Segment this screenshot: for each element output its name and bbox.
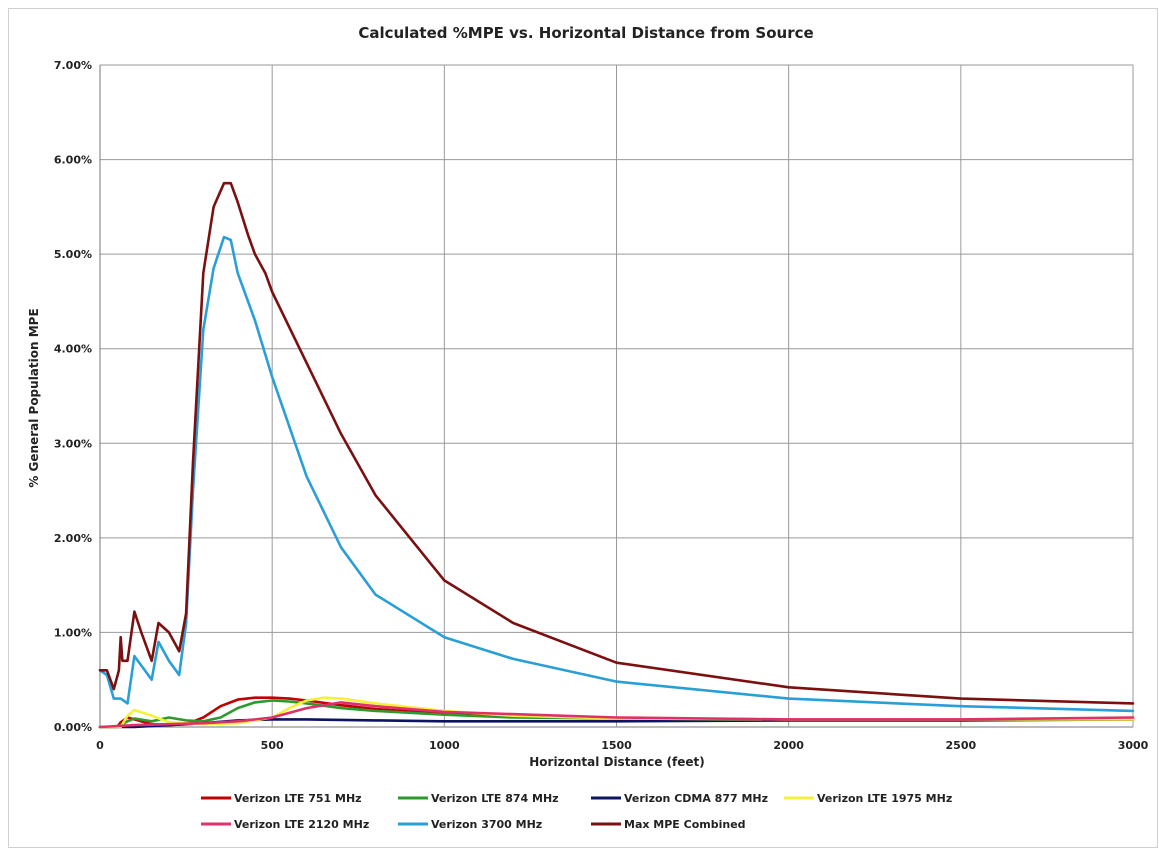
grid-lines xyxy=(100,65,1133,727)
legend-label: Verizon 3700 MHz xyxy=(431,818,542,831)
legend-label: Verizon LTE 751 MHz xyxy=(234,792,362,805)
legend-label: Verizon CDMA 877 MHz xyxy=(624,792,768,805)
x-tick-label: 500 xyxy=(261,739,284,752)
y-tick-label: 7.00% xyxy=(54,59,92,72)
legend-label: Verizon LTE 2120 MHz xyxy=(234,818,369,831)
y-tick-label: 2.00% xyxy=(54,532,92,545)
legend-label: Verizon LTE 1975 MHz xyxy=(817,792,952,805)
legend: Verizon LTE 751 MHz Verizon LTE 874 MHz Ve… xyxy=(201,792,952,831)
x-tick-label: 2000 xyxy=(773,739,804,752)
tick-labels: 0.00% 1.00% 2.00% 3.00% 4.00% 5.00% 6.00% 7.00%… xyxy=(54,59,1149,752)
y-tick-label: 6.00% xyxy=(54,154,92,167)
x-tick-label: 3000 xyxy=(1118,739,1149,752)
x-tick-label: 0 xyxy=(96,739,104,752)
x-tick-label: 1500 xyxy=(601,739,632,752)
x-axis-title: Horizontal Distance (feet) xyxy=(529,755,704,769)
chart-title: Calculated %MPE vs. Horizontal Distance … xyxy=(358,24,813,42)
y-tick-label: 3.00% xyxy=(54,437,92,450)
y-axis-title: % General Population MPE xyxy=(27,308,41,487)
y-tick-label: 1.00% xyxy=(54,626,92,639)
legend-label: Max MPE Combined xyxy=(624,818,746,831)
x-tick-label: 2500 xyxy=(946,739,977,752)
legend-label: Verizon LTE 874 MHz xyxy=(431,792,559,805)
x-tick-label: 1000 xyxy=(429,739,460,752)
y-tick-label: 0.00% xyxy=(54,721,92,734)
y-tick-label: 4.00% xyxy=(54,343,92,356)
y-tick-label: 5.00% xyxy=(54,248,92,261)
